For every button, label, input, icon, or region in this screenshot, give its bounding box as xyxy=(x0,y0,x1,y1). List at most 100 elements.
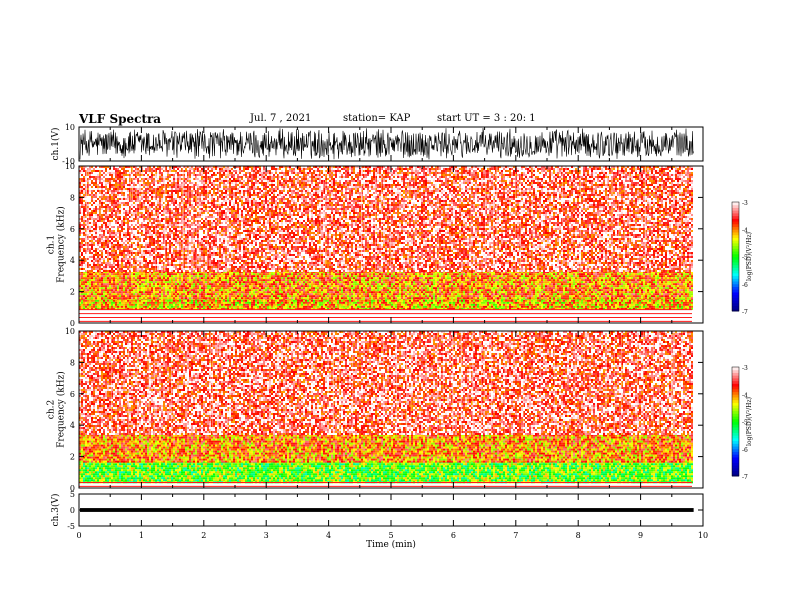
ch1-spectrogram-cell xyxy=(317,302,319,304)
ch1-spectrogram-cell xyxy=(107,304,109,306)
ch1-spectrogram-cell xyxy=(631,304,633,306)
ch1-spectrogram-cell xyxy=(267,304,269,306)
ch1-spectrogram-cell xyxy=(575,306,577,308)
ch1-spectrogram-cell xyxy=(517,275,519,277)
ch1-spectrogram-cell xyxy=(297,275,299,277)
ch1-spectrogram-cell xyxy=(113,277,115,279)
ch1-spectrogram-cell xyxy=(395,300,397,302)
ch1-spectrogram-cell xyxy=(127,306,129,308)
ch1-spectrogram-cell xyxy=(115,277,117,279)
ch1-spectrogram-cell xyxy=(193,300,195,302)
ch1-spectrogram-cell xyxy=(135,273,137,275)
ch1-spectrogram-cell xyxy=(547,300,549,302)
ch1-spectrogram-cell xyxy=(567,275,569,277)
ch1-spectrogram-cell xyxy=(383,306,385,308)
ch1-spectrogram-cell xyxy=(247,306,249,308)
ch1-spectrogram-cell xyxy=(145,273,147,275)
ch1-spectrogram-cell xyxy=(217,304,219,306)
ch1-spectrogram-cell xyxy=(97,302,99,304)
ch1-spectrogram-cell xyxy=(553,275,555,277)
ch1-spectrogram-cell xyxy=(319,302,321,304)
ch1-spectrogram-cell xyxy=(481,300,483,302)
ch1-spectrogram-cell xyxy=(499,275,501,277)
ch1-spectrogram-cell xyxy=(611,273,613,275)
ch1-spectrogram-cell xyxy=(211,306,213,308)
ch1-spectrogram-cell xyxy=(305,300,307,302)
ch1-spectrogram-cell xyxy=(291,275,293,277)
ch1-spectrogram-cell xyxy=(677,275,679,277)
ch1-spectrogram-cell xyxy=(475,304,477,306)
ch1-spectrogram-cell xyxy=(361,304,363,306)
ch1-spectrogram-cell xyxy=(507,300,509,302)
ch1-spectrogram-cell xyxy=(657,275,659,277)
ch1-spectrogram-cell xyxy=(87,306,89,308)
ch1-spectrogram-cell xyxy=(505,300,507,302)
ch1-spectrogram-cell xyxy=(443,304,445,306)
ch1-spectrogram-cell xyxy=(273,306,275,308)
ch1-spectrogram-cell xyxy=(191,275,193,277)
ch1-spectrogram-cell xyxy=(461,302,463,304)
ch1-spectrogram-cell xyxy=(299,300,301,302)
ch1-spectrogram-cell xyxy=(231,304,233,306)
ch1-spectrogram-cell xyxy=(155,304,157,306)
ch1-spectrogram-cell xyxy=(263,273,265,275)
ch1-spectrogram-cell xyxy=(185,275,187,277)
ch1-spectrogram-cell xyxy=(117,277,119,279)
ch1-spectrogram-cell xyxy=(467,273,469,275)
ch1-spectrogram-cell xyxy=(533,275,535,277)
ch1-spectrogram-cell xyxy=(287,306,289,308)
ch1-spectrogram-cell xyxy=(85,277,87,279)
ch1-spectrogram-cell xyxy=(117,304,119,306)
ch1-spectrogram-cell xyxy=(143,304,145,306)
ch1-spectrogram-cell xyxy=(251,300,253,302)
ch1-spectrogram-cell xyxy=(617,304,619,306)
ch1-spectrogram-cell xyxy=(173,273,175,275)
ch1-spectrogram-cell xyxy=(183,273,185,275)
ch1-spectrogram-cell xyxy=(429,302,431,304)
ch1-spectrogram-cell xyxy=(185,304,187,306)
ch1-spectrogram-cell xyxy=(663,273,665,275)
ch1-spectrogram-cell xyxy=(651,273,653,275)
ch1-spectrogram-cell xyxy=(671,300,673,302)
ch1-spectrogram-cell xyxy=(171,275,173,277)
ch1-spectrogram-cell xyxy=(355,273,357,275)
ch1-spectrogram-cell xyxy=(115,302,117,304)
ch1-spectrogram-cell xyxy=(563,273,565,275)
ch1-spectrogram-cell xyxy=(231,273,233,275)
ch1-spectrogram-cell xyxy=(635,275,637,277)
ch1-spectrogram-cell xyxy=(243,275,245,277)
ch1-spectrogram-cell xyxy=(475,275,477,277)
ch1-spectrogram-cell xyxy=(391,304,393,306)
ch1-spectrogram-cell xyxy=(255,300,257,302)
ch1-spectrogram-cell xyxy=(223,275,225,277)
ch1-spectrogram-cell xyxy=(139,306,141,308)
ch1-spectrogram-cell xyxy=(535,273,537,275)
ch1-spectrogram-cell xyxy=(111,277,113,279)
ch1-spectrogram-cell xyxy=(311,275,313,277)
ch1-spectrogram-cell xyxy=(313,306,315,308)
ch1-spectrogram-cell xyxy=(605,275,607,277)
ch1-spectrogram-cell xyxy=(415,275,417,277)
ch1-spectrogram-cell xyxy=(677,302,679,304)
ch1-spectrogram-cell xyxy=(507,306,509,308)
ch1-spectrogram-cell xyxy=(197,304,199,306)
ch1-spectrogram-cell xyxy=(307,304,309,306)
ch1-spectrogram-cell xyxy=(291,273,293,275)
ch1-spectrogram-cell xyxy=(483,304,485,306)
ch1-spectrogram-cell xyxy=(619,306,621,308)
ch1-spectrogram-cell xyxy=(583,273,585,275)
ch1-spectrogram-cell xyxy=(289,302,291,304)
ch1-spectrogram-cell xyxy=(389,300,391,302)
ch1-spectrogram-cell xyxy=(105,273,107,275)
ch1-spectrogram-cell xyxy=(335,273,337,275)
ch1-spectrogram-cell xyxy=(551,300,553,302)
ch1-spectrogram-cell xyxy=(447,302,449,304)
ch1-spectrogram-cell xyxy=(223,300,225,302)
ch1-spectrogram-cell xyxy=(587,304,589,306)
ch1-spectrogram-cell xyxy=(487,302,489,304)
ch1-spectrogram-cell xyxy=(481,302,483,304)
ch1-spectrogram-cell xyxy=(203,302,205,304)
ch1-spectrogram-cell xyxy=(285,273,287,275)
ch1-spectrogram-cell xyxy=(87,275,89,277)
ch1-spectrogram-cell xyxy=(177,273,179,275)
